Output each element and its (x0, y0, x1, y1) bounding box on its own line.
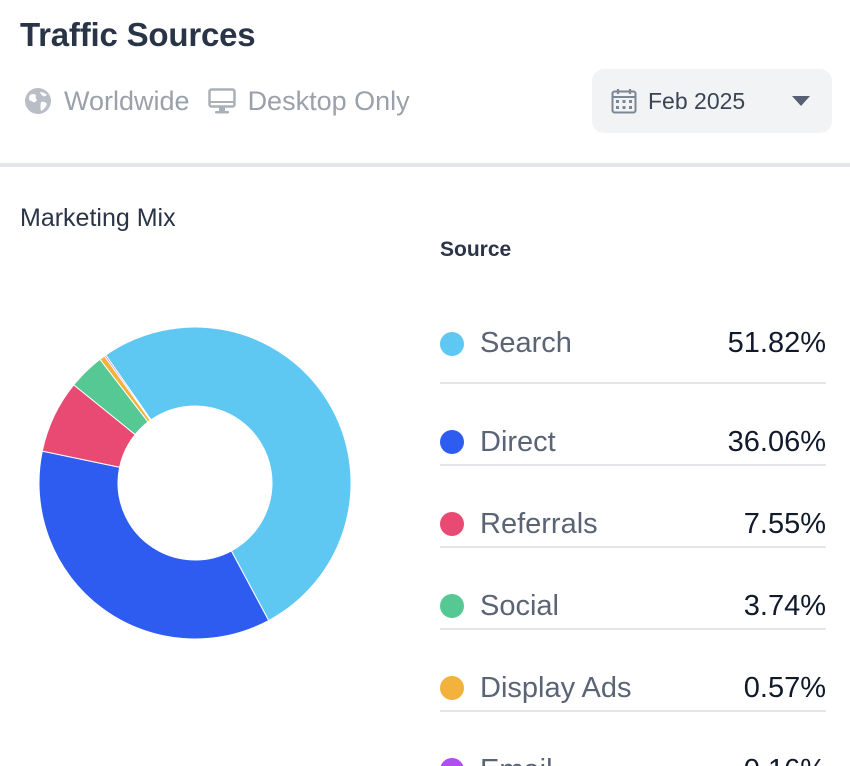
chevron-down-icon (792, 96, 810, 106)
legend-label: Social (480, 590, 559, 622)
date-picker-dropdown[interactable]: Feb 2025 (592, 69, 832, 133)
legend-item-social[interactable]: Social 3.74% (440, 548, 826, 630)
region-label: Worldwide (64, 85, 190, 116)
globe-icon (22, 85, 54, 117)
legend: Source Search 51.82% Direct 36.06% Referrals… (440, 238, 826, 766)
legend-dot-icon (440, 512, 464, 536)
chart-title: Marketing Mix (20, 204, 176, 232)
legend-label: Direct (480, 426, 556, 458)
legend-value: 3.74% (743, 590, 826, 622)
legend-value: 51.82% (727, 327, 826, 359)
legend-item-search[interactable]: Search 51.82% (440, 272, 826, 384)
calendar-icon (610, 87, 638, 115)
legend-label: Referrals (480, 508, 598, 540)
legend-item-direct[interactable]: Direct 36.06% (440, 384, 826, 466)
legend-header: Source (440, 238, 512, 261)
legend-label: Email (480, 752, 553, 766)
legend-dot-icon (440, 430, 464, 454)
region-filter[interactable]: Worldwide (22, 85, 190, 117)
desktop-monitor-icon (206, 85, 238, 117)
legend-dot-icon (440, 332, 464, 356)
legend-value: 7.55% (743, 508, 826, 540)
donut-chart (38, 326, 352, 640)
pie-slice-email[interactable] (103, 354, 152, 421)
pie-slice-direct[interactable] (38, 450, 270, 640)
legend-item-display-ads[interactable]: Display Ads 0.57% (440, 630, 826, 712)
legend-item-email[interactable]: Email 0.16% (440, 712, 826, 766)
pie-slice-search[interactable] (105, 326, 352, 622)
legend-dot-icon (440, 594, 464, 618)
legend-dot-icon (440, 676, 464, 700)
device-label: Desktop Only (247, 85, 410, 116)
page-title: Traffic Sources (20, 16, 256, 53)
legend-label: Display Ads (480, 672, 632, 704)
legend-label: Search (480, 327, 572, 359)
legend-value: 36.06% (727, 426, 826, 458)
device-filter[interactable]: Desktop Only (206, 85, 410, 117)
date-picker-label: Feb 2025 (648, 87, 746, 114)
legend-value: 0.16% (744, 752, 826, 766)
legend-dot-icon (440, 758, 464, 766)
filter-bar: Worldwide Desktop Only (22, 84, 426, 118)
header-divider (0, 163, 850, 167)
legend-value: 0.57% (743, 672, 826, 704)
legend-item-referrals[interactable]: Referrals 7.55% (440, 466, 826, 548)
